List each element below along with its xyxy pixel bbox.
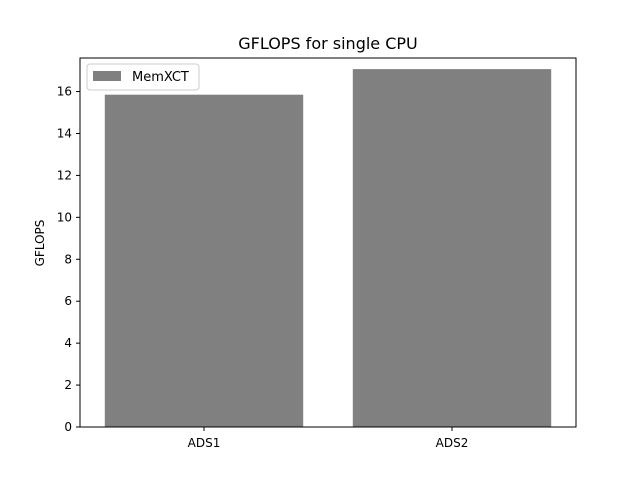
legend-swatch: [93, 71, 121, 81]
legend-entry-label: MemXCT: [132, 70, 189, 85]
y-axis-label: GFLOPS: [33, 220, 47, 267]
chart-title: GFLOPS for single CPU: [238, 34, 418, 53]
y-tick-label: 8: [64, 252, 72, 266]
y-tick-label: 10: [57, 210, 72, 224]
y-tick-label: 12: [57, 168, 72, 182]
bars-layer: [104, 69, 552, 427]
y-ticks-layer: 0 2 4 6 8 10 12 14 16: [57, 85, 80, 434]
bar-ads1: [104, 94, 304, 427]
x-ticks-layer: ADS1 ADS2: [188, 427, 469, 450]
y-tick-label: 14: [57, 126, 72, 140]
legend-box: [86, 63, 200, 91]
y-tick-label: 0: [64, 420, 72, 434]
y-tick-label: 6: [64, 294, 72, 308]
y-tick-label: 2: [64, 378, 72, 392]
bar-ads2: [352, 69, 552, 427]
plot-frame: [79, 57, 577, 428]
y-tick-label: 4: [64, 336, 72, 350]
x-tick-label: ADS1: [188, 436, 221, 450]
x-tick-label: ADS2: [436, 436, 469, 450]
y-tick-label: 16: [57, 85, 72, 99]
legend: MemXCT: [86, 63, 200, 91]
